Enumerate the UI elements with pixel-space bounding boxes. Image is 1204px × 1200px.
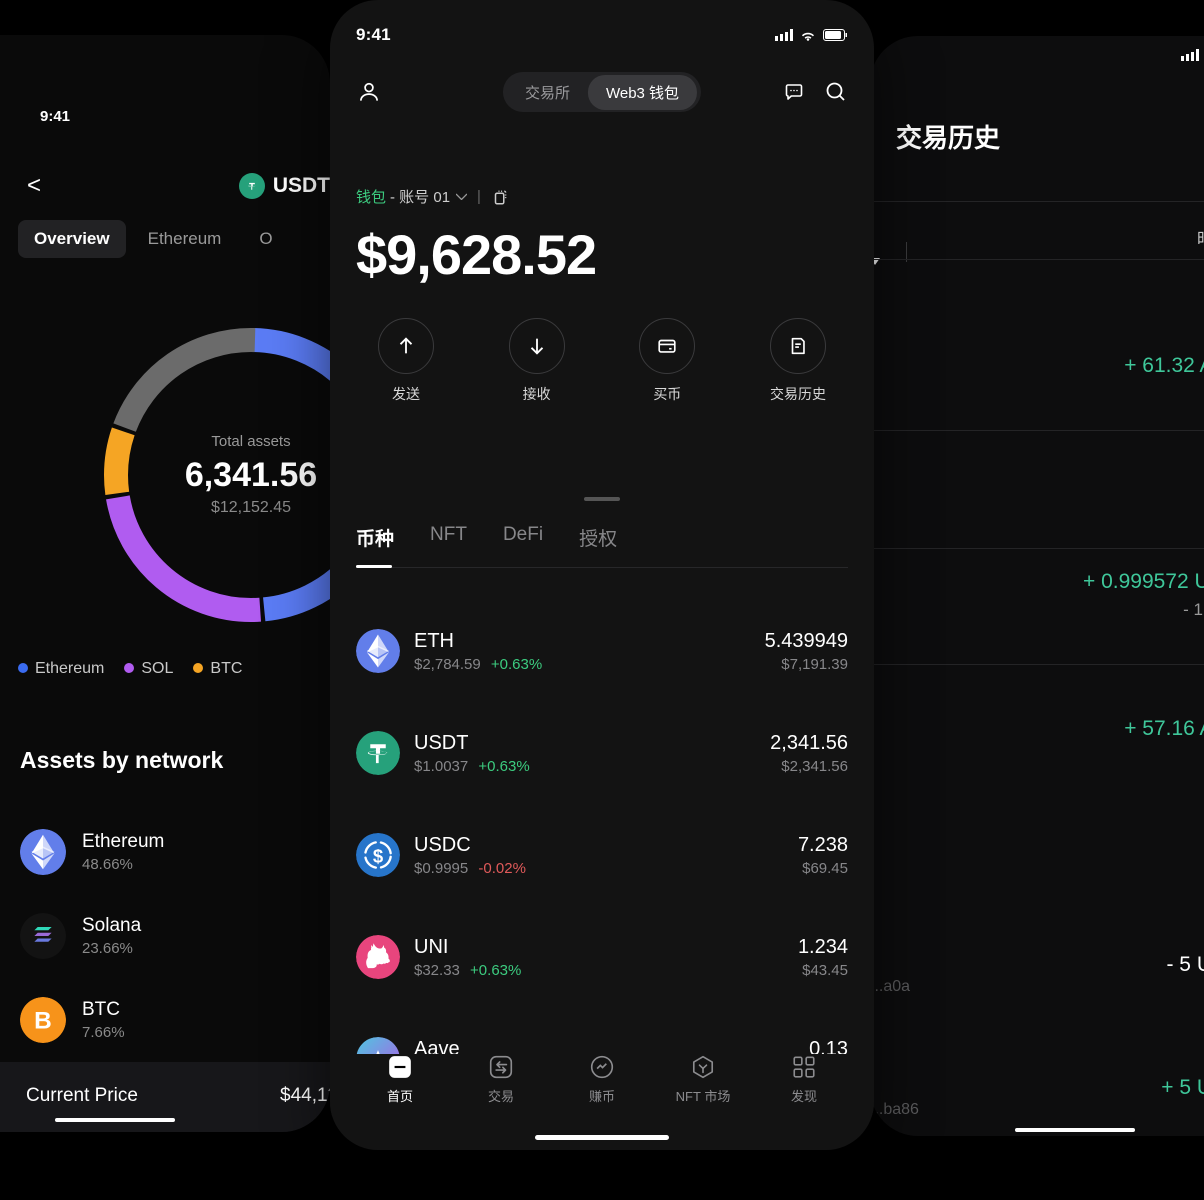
svg-text:$: $ xyxy=(373,845,384,866)
svg-text:B: B xyxy=(34,1008,52,1035)
